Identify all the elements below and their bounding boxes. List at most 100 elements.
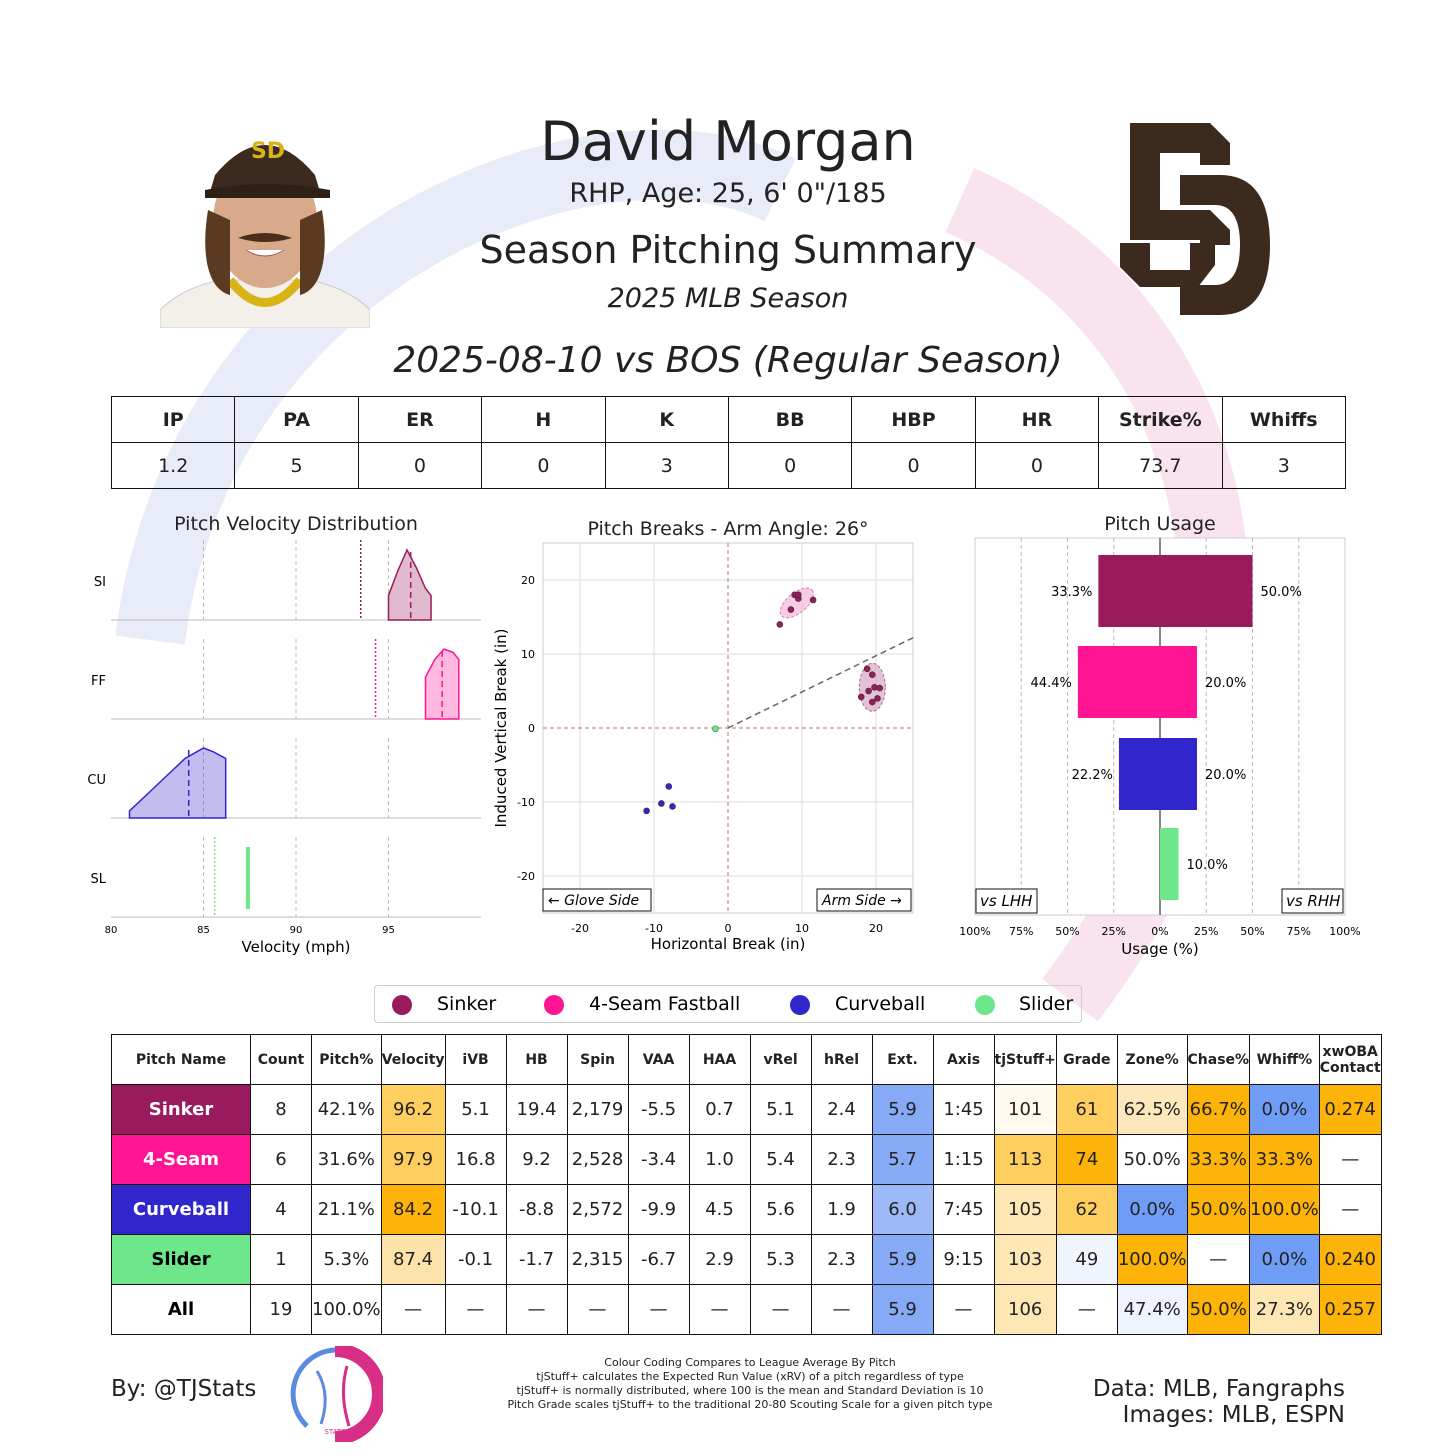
pitch-name-cell: 4-Seam: [111, 1134, 251, 1185]
summary-value: 0: [851, 442, 976, 489]
tjstats-logo: STATS: [287, 1343, 386, 1445]
lhh-box: [975, 888, 1038, 914]
pitch-table-header: Count: [250, 1034, 312, 1085]
pitch-usage-chart: 33.3% 50.0% 44.4% 20.0% 22.2% 20.0% 10.0% 100% 7…: [959, 537, 1361, 958]
pitch-table-header: vRel: [749, 1034, 812, 1085]
pitch-table-cell: -0.1: [444, 1234, 507, 1285]
pitch-table-cell: 0.0%: [1116, 1184, 1188, 1235]
pitch-table-cell: 50.0%: [1116, 1134, 1188, 1185]
pitch-table-cell: —: [1055, 1284, 1118, 1335]
velocity-distribution-chart: SI FF CU SL 80 85 90 95 Velocity (mph): [87, 540, 481, 956]
pitch-table-cell: 4.5: [688, 1184, 751, 1235]
player-headshot: SD: [159, 120, 371, 329]
break-point: [669, 803, 676, 810]
usage-bar-lhh: [1118, 738, 1160, 810]
footer-note: tjStuff+ is normally distributed, where …: [516, 1384, 984, 1397]
pitch-table-cell: 33.3%: [1249, 1134, 1320, 1185]
usage-value-rhh: 50.0%: [1261, 585, 1302, 600]
pitch-table-row: 4-Seam 6 31.6% 97.9 16.8 9.2 2,528 -3.4 1.0 5.4 2.…: [111, 1134, 1382, 1185]
pitch-table-cell: 84.2: [380, 1184, 446, 1235]
pitch-table-cell: 5.9: [871, 1234, 934, 1285]
pitch-name-cell: Sinker: [111, 1084, 251, 1135]
pitch-table-cell: 113: [993, 1134, 1057, 1185]
pitch-table-header: Grade: [1055, 1034, 1118, 1085]
summary-header: IP: [110, 396, 236, 443]
pitch-table-cell: 96.2: [380, 1084, 446, 1135]
pitch-table-header: Zone%: [1116, 1034, 1188, 1085]
pitch-table-header: hRel: [810, 1034, 873, 1085]
break-x-axis-label: Horizontal Break (in): [651, 935, 806, 953]
pitch-name-cell: Curveball: [111, 1184, 251, 1235]
velocity-tick-label: 90: [290, 925, 303, 936]
usage-bar-rhh: [1160, 555, 1253, 627]
legend-label: Curveball: [835, 993, 925, 1015]
break-x-tick: 0: [725, 922, 732, 935]
usage-bar-rhh: [1160, 738, 1197, 810]
team-logo: [1110, 115, 1280, 325]
velocity-row-label: FF: [91, 674, 106, 689]
pitch-table-cell: 0.240: [1318, 1234, 1382, 1285]
pitch-table-cell: 9:15: [932, 1234, 995, 1285]
break-y-tick: 20: [521, 574, 535, 587]
footer-note: Colour Coding Compares to League Average…: [604, 1356, 896, 1369]
summary-header: HBP: [851, 396, 976, 443]
pitch-name-cell: All: [111, 1284, 251, 1335]
pitch-name-cell: Slider: [111, 1234, 251, 1285]
pitch-table-cell: 100.0%: [1116, 1234, 1188, 1285]
velocity-row-label: SI: [94, 575, 106, 590]
pitch-table-cell: -3.4: [627, 1134, 690, 1185]
pitch-table-header: HAA: [688, 1034, 751, 1085]
pitch-table-cell: 33.3%: [1186, 1134, 1251, 1185]
break-point: [658, 800, 665, 807]
footer-notes: Colour Coding Compares to League Average…: [440, 1356, 1060, 1412]
game-label: 2025-08-10 vs BOS (Regular Season): [393, 340, 1063, 381]
break-point: [874, 695, 881, 702]
pitch-table-header: Velocity: [380, 1034, 446, 1085]
summary-header: K: [604, 396, 729, 443]
pitch-table-cell: —: [688, 1284, 751, 1335]
pitch-table-cell: 5.3%: [311, 1234, 382, 1285]
usage-tick-label: 50%: [1240, 925, 1264, 938]
pitch-table-cell: -9.9: [627, 1184, 690, 1235]
summary-header: BB: [727, 396, 853, 443]
break-point: [712, 725, 719, 733]
pitch-table-cell: 105: [993, 1184, 1057, 1235]
rhh-label: vs RHH: [1286, 892, 1340, 910]
summary-header: HR: [974, 396, 1100, 443]
summary-value: 3: [604, 442, 729, 489]
break-point: [665, 783, 673, 790]
break-x-tick: -10: [645, 922, 663, 935]
break-y-tick: 0: [528, 722, 535, 735]
summary-value: 0: [727, 442, 853, 489]
summary-value: 0: [481, 442, 606, 489]
pitch-table-cell: 5.9: [871, 1084, 934, 1135]
pitch-table-cell: —: [380, 1284, 446, 1335]
usage-tick-label: 0%: [1151, 925, 1168, 938]
credits: Data: MLB, Fangraphs Images: MLB, ESPN: [1093, 1376, 1345, 1428]
pitch-table-cell: 0.257: [1318, 1284, 1382, 1335]
pitch-table-cell: 97.9: [380, 1134, 446, 1185]
pitch-table-cell: 31.6%: [311, 1134, 382, 1185]
summary-header: Strike%: [1098, 396, 1223, 443]
usage-value-rhh: 20.0%: [1205, 768, 1246, 783]
velocity-chart-title: Pitch Velocity Distribution: [174, 513, 418, 535]
glove-side-label: ← Glove Side: [548, 893, 639, 909]
pitch-table-cell: -5.5: [627, 1084, 690, 1135]
break-point: [809, 596, 817, 604]
break-y-axis-label: Induced Vertical Break (in): [492, 628, 510, 827]
usage-bar-lhh: [1077, 646, 1160, 718]
pitch-table-cell: 2,528: [566, 1134, 629, 1185]
velocity-density: [387, 548, 432, 621]
summary-value: 5: [234, 442, 359, 489]
arm-angle-line: [727, 637, 914, 729]
pitch-table-cell: —: [932, 1284, 995, 1335]
data-source: Data: MLB, Fangraphs: [1092, 1376, 1345, 1402]
pitch-table-cell: 6.0: [871, 1184, 934, 1235]
pitch-table-cell: 19.4: [505, 1084, 568, 1135]
break-point: [857, 693, 865, 701]
usage-tick-label: 25%: [1194, 925, 1218, 938]
pitch-legend: Sinker 4-Seam Fastball Curveball Slider: [374, 985, 1082, 1023]
pitch-table-header-row: Pitch Name Count Pitch% Velocity iVB HB Spin VA…: [111, 1034, 1382, 1085]
pitch-table-header: xwOBA Contact: [1318, 1034, 1382, 1085]
legend-marker-sinker: [392, 995, 412, 1015]
